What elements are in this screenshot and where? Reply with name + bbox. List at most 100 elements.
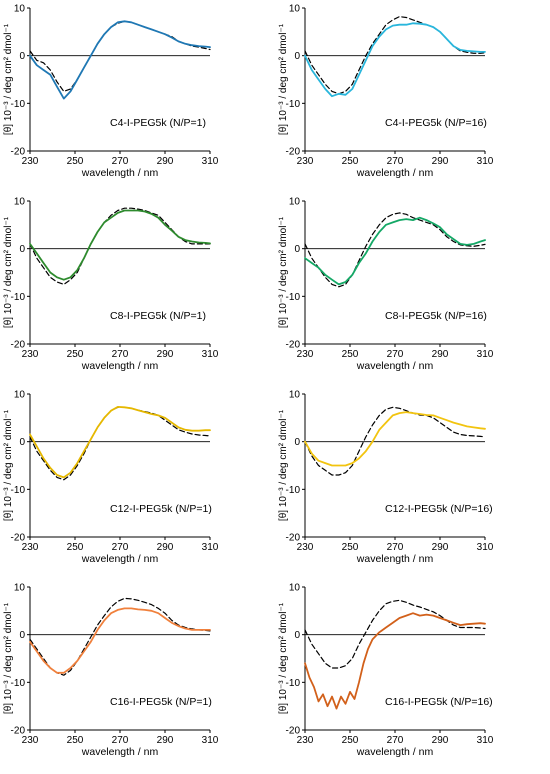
series-line-reference [29,597,211,676]
chart-panel-5: 10 0 -10 -20 230 250 270 290 310 wavelength / nm [… [0,386,275,579]
y-axis-label: [θ] 10⁻³ / deg cm² dmol⁻¹ [278,602,289,714]
y-axis-label: [θ] 10⁻³ / deg cm² dmol⁻¹ [3,602,14,714]
series-line-sample [304,612,486,710]
x-tick-label: 290 [157,735,174,746]
y-axis-label: [θ] 10⁻³ / deg cm² dmol⁻¹ [278,216,289,328]
x-tick-label: 270 [387,349,404,360]
series-line-reference [304,16,486,95]
chart-annotation: C16-I-PEG5k (N/P=1) [110,696,212,708]
x-tick-label: 310 [477,542,494,553]
x-axis-label: wavelength / nm [81,167,159,179]
chart-annotation: C16-I-PEG5k (N/P=16) [385,696,493,708]
x-tick-label: 310 [477,156,494,167]
chart-annotation: C12-I-PEG5k (N/P=1) [110,503,212,515]
x-tick-label: 270 [387,542,404,553]
y-tick-label: 10 [14,4,26,15]
x-tick-label: 290 [157,156,174,167]
x-tick-label: 270 [387,735,404,746]
chart-panel-7: 10 0 -10 -20 230 250 270 290 310 wavelength / nm [… [0,579,275,772]
series-line-reference [304,599,486,669]
series-line-sample [304,22,486,98]
x-tick-label: 230 [22,156,39,167]
series-line-sample [29,20,211,100]
y-tick-label: 0 [19,630,25,641]
series-line-reference [29,20,211,92]
x-tick-label: 290 [432,349,449,360]
y-tick-label: -10 [11,485,26,496]
y-tick-label: -20 [11,726,26,737]
y-tick-label: 10 [14,390,26,401]
y-tick-label: 10 [289,583,301,594]
x-tick-label: 250 [342,349,359,360]
x-tick-label: 290 [157,349,174,360]
x-tick-label: 310 [202,349,219,360]
chart-panel-2: 10 0 -10 -20 230 250 270 290 310 wavelength / nm [… [275,0,550,193]
y-tick-label: -10 [286,485,301,496]
y-tick-label: -20 [11,533,26,544]
x-tick-label: 270 [112,735,129,746]
x-tick-label: 230 [297,735,314,746]
y-tick-label: 10 [289,390,301,401]
y-tick-label: -10 [286,292,301,303]
x-tick-label: 230 [22,735,39,746]
series-line-sample [29,209,211,281]
y-tick-label: 0 [19,244,25,255]
y-tick-label: -10 [11,678,26,689]
chart-panel-6: 10 0 -10 -20 230 250 270 290 310 wavelength / nm [… [275,386,550,579]
x-tick-label: 250 [67,349,84,360]
chart-panel-4: 10 0 -10 -20 230 250 270 290 310 wavelength / nm [… [275,193,550,386]
y-tick-label: 0 [294,244,300,255]
x-axis-label: wavelength / nm [81,360,159,372]
chart-annotation: C12-I-PEG5k (N/P=16) [385,503,493,515]
x-tick-label: 270 [387,156,404,167]
x-axis-label: wavelength / nm [81,553,159,565]
y-tick-label: 0 [294,630,300,641]
x-tick-label: 310 [477,735,494,746]
y-tick-label: -10 [286,678,301,689]
x-axis-label: wavelength / nm [356,746,434,758]
chart-annotation: C8-I-PEG5k (N/P=1) [110,310,206,322]
x-tick-label: 310 [202,542,219,553]
x-tick-label: 250 [342,735,359,746]
y-tick-label: 10 [289,4,301,15]
y-tick-label: 10 [14,583,26,594]
series-line-reference [304,406,486,476]
y-tick-label: 0 [294,51,300,62]
x-tick-label: 290 [432,156,449,167]
series-line-reference [29,207,211,285]
y-tick-label: 10 [14,197,26,208]
y-axis-label: [θ] 10⁻³ / deg cm² dmol⁻¹ [278,23,289,135]
chart-panel-8: 10 0 -10 -20 230 250 270 290 310 wavelength / nm [… [275,579,550,772]
x-axis-label: wavelength / nm [356,553,434,565]
x-tick-label: 250 [342,156,359,167]
chart-panel-1: 10 0 -10 -20 230 250 270 290 310 wavelength / nm [… [0,0,275,193]
series-line-reference [304,212,486,288]
y-tick-label: -20 [286,726,301,737]
y-tick-label: -20 [11,147,26,158]
x-tick-label: 270 [112,156,129,167]
x-tick-label: 310 [202,735,219,746]
x-axis-label: wavelength / nm [81,746,159,758]
chart-annotation: C8-I-PEG5k (N/P=16) [385,310,487,322]
y-tick-label: 10 [289,197,301,208]
x-tick-label: 310 [202,156,219,167]
x-tick-label: 250 [67,156,84,167]
y-tick-label: -10 [286,99,301,110]
y-tick-label: -10 [11,292,26,303]
chart-panel-3: 10 0 -10 -20 230 250 270 290 310 wavelength / nm [… [0,193,275,386]
chart-annotation: C4-I-PEG5k (N/P=16) [385,117,487,129]
y-tick-label: -20 [286,533,301,544]
x-tick-label: 230 [22,542,39,553]
x-tick-label: 230 [297,156,314,167]
x-tick-label: 230 [22,349,39,360]
y-tick-label: -10 [11,99,26,110]
y-tick-label: -20 [286,147,301,158]
chart-annotation: C4-I-PEG5k (N/P=1) [110,117,206,129]
series-line-sample [29,607,211,674]
